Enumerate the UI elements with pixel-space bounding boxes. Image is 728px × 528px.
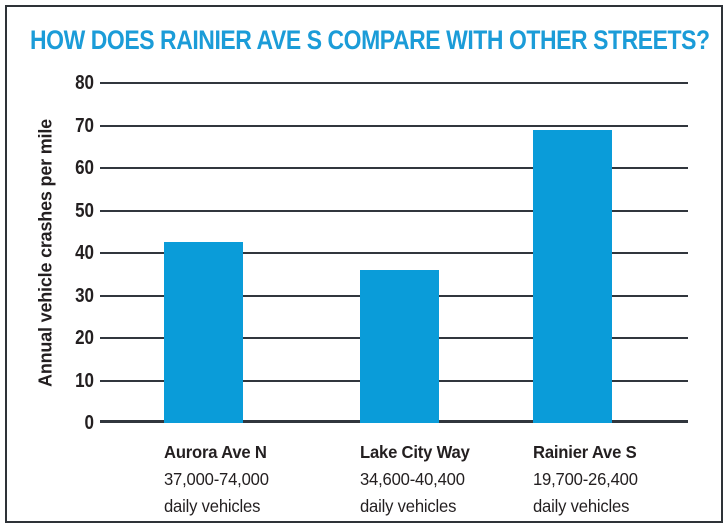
y-tick-label-10: 10 [75, 369, 94, 392]
y-tick-label-40: 40 [75, 242, 94, 264]
street-name: Rainier Ave S [533, 442, 637, 462]
daily-vehicles-caption: daily vehicles [360, 496, 457, 516]
gridline-80 [100, 82, 688, 84]
bar-rainier-ave-s [533, 130, 612, 423]
y-tick-label-70: 70 [75, 114, 94, 137]
category-label-rainier-ave-s: Rainier Ave S 19,700-26,400 daily vehicles [533, 439, 638, 520]
gridline-70 [100, 124, 688, 127]
chart-title: HOW DOES RAINIER AVE S COMPARE WITH OTHE… [30, 25, 710, 55]
y-tick-label-30: 30 [75, 284, 94, 307]
daily-vehicle-range: 34,600-40,400 [360, 469, 465, 489]
bar-lake-city-way [360, 270, 439, 423]
street-name: Aurora Ave N [164, 442, 267, 462]
category-label-lake-city-way: Lake City Way 34,600-40,400 daily vehicles [360, 439, 470, 520]
y-tick-label-50: 50 [75, 199, 94, 222]
gridline-40 [100, 252, 688, 254]
daily-vehicles-caption: daily vehicles [533, 496, 630, 516]
bar-aurora-ave-n [164, 242, 243, 423]
gridline-60 [100, 167, 688, 169]
street-name: Lake City Way [360, 442, 470, 462]
plot-area [100, 82, 688, 423]
category-label-aurora-ave-n: Aurora Ave N 37,000-74,000 daily vehicles [164, 439, 269, 520]
daily-vehicle-range: 19,700-26,400 [533, 469, 638, 489]
gridline-50 [100, 209, 688, 212]
y-tick-label-60: 60 [75, 157, 94, 179]
daily-vehicles-caption: daily vehicles [164, 496, 261, 516]
y-tick-label-20: 20 [75, 327, 94, 349]
y-tick-label-0: 0 [84, 412, 94, 434]
y-tick-label-80: 80 [75, 72, 94, 94]
daily-vehicle-range: 37,000-74,000 [164, 469, 269, 489]
